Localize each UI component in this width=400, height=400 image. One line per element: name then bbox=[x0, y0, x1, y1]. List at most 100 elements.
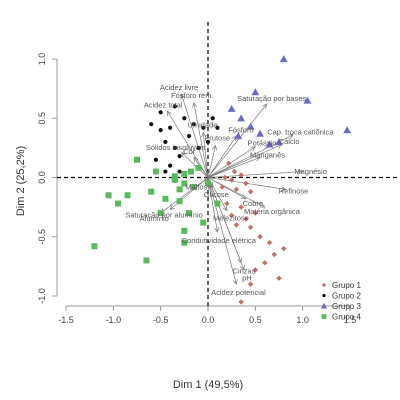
data-point bbox=[265, 140, 274, 148]
variable-arrow bbox=[160, 177, 209, 214]
data-point bbox=[186, 210, 193, 217]
data-point bbox=[200, 219, 207, 226]
variable-label: Fósforo rem. bbox=[171, 91, 214, 100]
data-point bbox=[231, 168, 238, 175]
variable-arrow bbox=[207, 177, 237, 285]
data-point bbox=[257, 234, 263, 240]
data-point bbox=[281, 245, 287, 252]
data-point bbox=[162, 195, 169, 202]
variable-arrow bbox=[207, 145, 216, 178]
variable-arrowhead bbox=[240, 264, 245, 271]
variable-label: pH bbox=[242, 273, 252, 282]
variable-label: Cobre bbox=[243, 199, 263, 208]
variable-arrow bbox=[202, 132, 209, 178]
data-point bbox=[219, 184, 225, 190]
variable-label: Frutose bbox=[205, 134, 230, 143]
data-point bbox=[163, 139, 168, 145]
data-point bbox=[228, 177, 235, 183]
data-point bbox=[271, 251, 277, 258]
x-tick-label: 0.0 bbox=[202, 315, 215, 325]
data-point bbox=[105, 192, 112, 199]
data-point bbox=[148, 188, 155, 195]
data-point bbox=[215, 125, 220, 130]
data-point bbox=[196, 145, 201, 150]
data-point bbox=[158, 110, 163, 115]
data-point bbox=[226, 160, 232, 166]
legend-label: Grupo 1 bbox=[332, 281, 361, 290]
data-point bbox=[256, 129, 264, 137]
variable-arrowhead bbox=[192, 102, 198, 108]
y-tick-label: 0.5 bbox=[37, 112, 47, 125]
variable-arrow bbox=[181, 94, 209, 178]
data-point bbox=[233, 222, 240, 228]
legend-label: Grupo 4 bbox=[332, 313, 361, 322]
variable-label: Sólidos insolúveis bbox=[146, 143, 206, 152]
variable-arrow bbox=[181, 152, 209, 178]
variable-arrow bbox=[207, 144, 282, 178]
legend-marker bbox=[321, 314, 327, 319]
variable-label: Condutividade elétrica bbox=[182, 236, 257, 245]
data-point bbox=[214, 200, 221, 207]
data-point bbox=[181, 227, 188, 234]
data-point bbox=[177, 169, 182, 174]
data-point bbox=[275, 138, 283, 146]
variable-arrowhead bbox=[222, 205, 228, 212]
variable-arrowhead bbox=[297, 169, 304, 175]
data-point bbox=[124, 192, 131, 199]
data-point bbox=[246, 122, 255, 130]
x-tick-label: -1.5 bbox=[58, 315, 74, 325]
data-point bbox=[168, 125, 173, 130]
variable-arrow bbox=[207, 177, 265, 208]
variable-label: Magnésio bbox=[294, 167, 327, 176]
variable-label: Fósforo bbox=[228, 125, 253, 134]
axes-layer: -1.5 -1.0 -0.5 0.0 0.5 1.0 1.5 -1.0 -0.5 0.0 0.5 1.… bbox=[37, 22, 400, 325]
variable-label: Matéria orgânica bbox=[244, 207, 301, 216]
variable-label: Saturação por alumínio bbox=[125, 211, 203, 220]
data-point bbox=[238, 299, 244, 305]
data-point bbox=[247, 281, 254, 287]
legend-label: Grupo 2 bbox=[332, 292, 361, 301]
variable-arrowhead bbox=[180, 93, 186, 100]
variable-arrow bbox=[193, 102, 209, 178]
variable-arrowhead bbox=[250, 146, 257, 152]
data-point bbox=[201, 125, 206, 130]
data-point bbox=[186, 133, 192, 139]
variable-label: Potássio bbox=[248, 138, 277, 147]
y-axis-title: Dim 2 (25,2%) bbox=[15, 146, 27, 216]
variable-label: Saturação por bases bbox=[237, 94, 306, 103]
data-point bbox=[157, 210, 164, 217]
data-point bbox=[171, 173, 178, 180]
variable-label: Glicose bbox=[204, 190, 229, 199]
variable-arrow bbox=[207, 177, 218, 233]
data-point bbox=[243, 216, 249, 222]
variable-arrowhead bbox=[180, 152, 187, 158]
data-point bbox=[252, 267, 259, 273]
variable-label: Melezitose bbox=[213, 214, 249, 223]
points-layer bbox=[91, 55, 352, 305]
variable-arrowhead bbox=[166, 110, 172, 117]
x-tick-label: -0.5 bbox=[153, 315, 169, 325]
variable-arrow bbox=[207, 146, 256, 178]
data-point bbox=[234, 132, 243, 140]
variable-label: Refinose bbox=[279, 187, 309, 196]
variable-arrow bbox=[207, 177, 228, 211]
variable-label: Cinzas bbox=[233, 266, 256, 275]
data-point bbox=[190, 183, 197, 190]
legend-marker bbox=[321, 282, 327, 288]
variable-arrowhead bbox=[232, 279, 238, 285]
variable-arrow bbox=[207, 135, 237, 178]
data-point bbox=[134, 156, 140, 163]
data-point bbox=[182, 116, 187, 121]
variable-arrow bbox=[207, 177, 245, 271]
data-point bbox=[115, 200, 122, 207]
data-point bbox=[172, 145, 177, 150]
data-point bbox=[195, 165, 202, 172]
legend-marker bbox=[322, 293, 326, 298]
x-tick-label: -1.0 bbox=[106, 315, 122, 325]
variable-label: Umidade bbox=[187, 121, 217, 130]
variable-label: Acidez livre bbox=[160, 83, 198, 92]
data-point bbox=[163, 169, 168, 174]
